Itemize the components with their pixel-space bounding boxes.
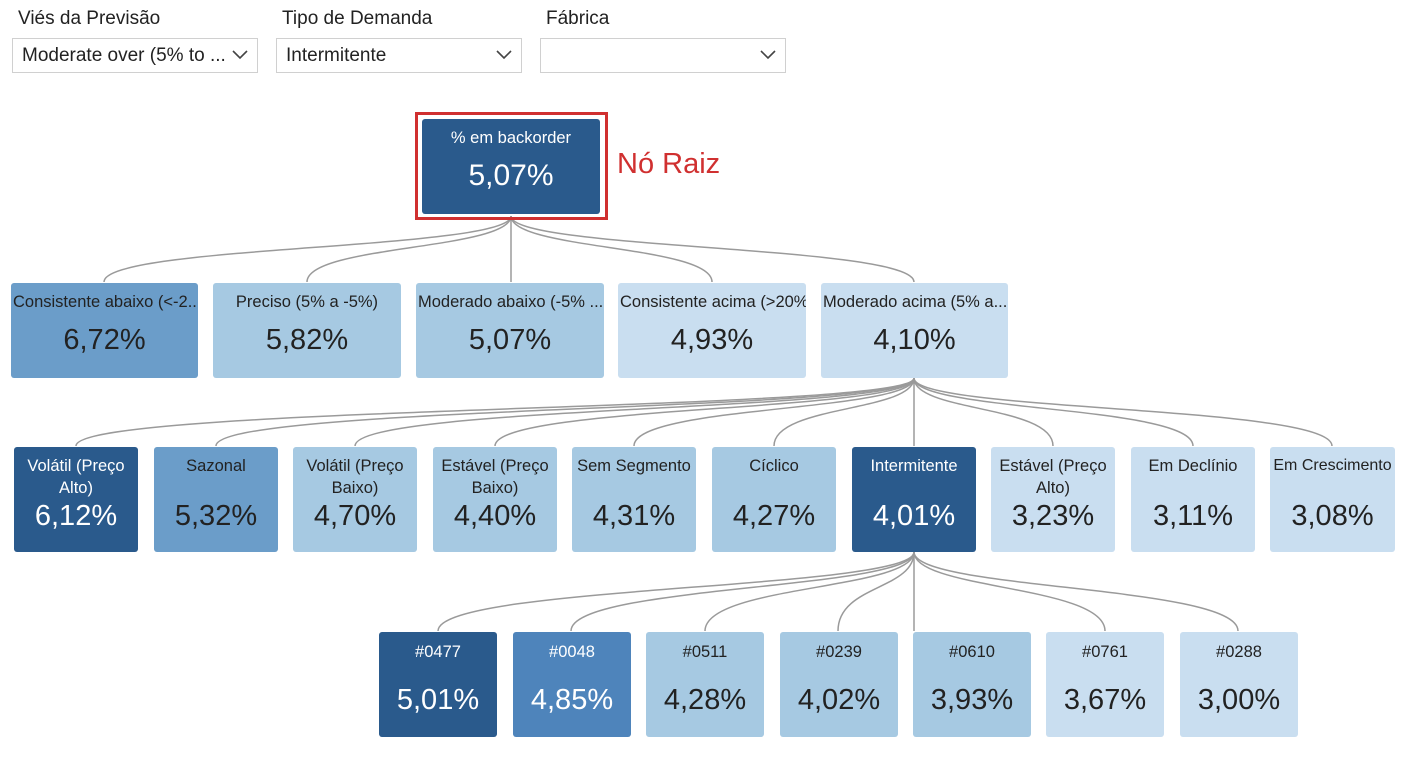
root-node-value: 5,07% xyxy=(468,159,554,192)
level3-node[interactable]: #0610 3,93% xyxy=(913,632,1031,737)
level2-node[interactable]: Cíclico 4,27% xyxy=(712,447,836,552)
node-label: #0511 xyxy=(682,643,728,661)
node-label: Preciso (5% a -5%) xyxy=(235,293,379,311)
node-label: Moderado acima (5% a... xyxy=(823,293,1008,311)
level3-node[interactable]: #0239 4,02% xyxy=(780,632,898,737)
level2-node[interactable]: Volátil (Preço Baixo) 4,70% xyxy=(293,447,417,552)
node-value: 4,10% xyxy=(873,324,956,356)
node-label: Estável (Preço Alto) xyxy=(999,457,1107,497)
level1-node[interactable]: Moderado abaixo (-5% ... 5,07% xyxy=(416,283,604,378)
filter-label-tipo: Tipo de Demanda xyxy=(282,8,433,29)
node-value: 4,28% xyxy=(663,684,747,716)
level3-node[interactable]: #0761 3,67% xyxy=(1046,632,1164,737)
node-value: 3,67% xyxy=(1063,684,1147,716)
level3-node[interactable]: #0511 4,28% xyxy=(646,632,764,737)
node-value: 4,70% xyxy=(313,500,397,532)
level2-node[interactable]: Sazonal 5,32% xyxy=(154,447,278,552)
vies-dropdown[interactable]: Moderate over (5% to ... xyxy=(12,38,258,73)
level3-node[interactable]: #0288 3,00% xyxy=(1180,632,1298,737)
node-label: Intermitente xyxy=(870,457,958,475)
node-label: #0239 xyxy=(816,643,862,661)
level2-node[interactable]: Estável (Preço Baixo) 4,40% xyxy=(433,447,557,552)
node-label: Em Declínio xyxy=(1148,457,1238,475)
node-value: 3,00% xyxy=(1197,684,1281,716)
level1-node[interactable]: Consistente abaixo (<-2... 6,72% xyxy=(11,283,198,378)
node-value: 4,31% xyxy=(592,500,676,532)
node-value: 5,01% xyxy=(396,684,480,716)
node-label: Em Crescimento xyxy=(1273,457,1392,474)
node-label: #0610 xyxy=(949,643,995,661)
tipo-dropdown[interactable]: Intermitente xyxy=(276,38,522,73)
chevron-down-icon xyxy=(760,50,776,60)
level2-node[interactable]: Em Crescimento 3,08% xyxy=(1270,447,1395,552)
node-value: 5,07% xyxy=(468,324,552,356)
level1-node-selected[interactable]: Moderado acima (5% a... 4,10% xyxy=(821,283,1008,378)
node-value: 4,93% xyxy=(670,324,754,356)
node-value: 4,02% xyxy=(797,684,881,716)
node-value: 6,72% xyxy=(63,324,146,356)
root-node-label: % em backorder xyxy=(450,129,572,147)
filter-label-fabrica: Fábrica xyxy=(546,8,610,29)
node-value: 5,82% xyxy=(265,324,349,356)
node-label: #0048 xyxy=(549,643,595,661)
filter-label-vies: Viés da Previsão xyxy=(18,8,161,29)
level2-node[interactable]: Sem Segmento 4,31% xyxy=(572,447,696,552)
node-value: 4,27% xyxy=(732,500,816,532)
node-value: 3,11% xyxy=(1152,500,1234,532)
node-value: 5,32% xyxy=(174,500,258,532)
level2-node[interactable]: Em Declínio 3,11% xyxy=(1131,447,1255,552)
node-value: 4,85% xyxy=(530,684,614,716)
node-value: 3,93% xyxy=(930,684,1014,716)
node-label: Sazonal xyxy=(186,457,246,475)
node-label: Cíclico xyxy=(749,457,799,475)
node-value: 4,40% xyxy=(453,500,537,532)
level1-node[interactable]: Consistente acima (>20%) 4,93% xyxy=(618,283,806,378)
node-value: 4,01% xyxy=(872,500,956,532)
level3-node[interactable]: #0477 5,01% xyxy=(379,632,497,737)
node-label: Consistente abaixo (<-2... xyxy=(13,293,198,311)
vies-dropdown-value: Moderate over (5% to ... xyxy=(22,45,226,66)
level3-node[interactable]: #0048 4,85% xyxy=(513,632,631,737)
node-label: Consistente acima (>20%) xyxy=(620,293,806,311)
chevron-down-icon xyxy=(232,50,248,60)
node-label: Volátil (Preço Baixo) xyxy=(306,457,404,497)
fabrica-dropdown[interactable] xyxy=(540,38,786,73)
node-label: Sem Segmento xyxy=(577,457,691,475)
node-value: 3,23% xyxy=(1011,500,1095,532)
root-node[interactable]: % em backorder 5,07% xyxy=(422,119,600,214)
tipo-dropdown-value: Intermitente xyxy=(286,45,387,66)
node-label: #0761 xyxy=(1082,643,1128,661)
node-value: 6,12% xyxy=(34,500,118,532)
level2-node-selected[interactable]: Intermitente 4,01% xyxy=(852,447,976,552)
node-label: #0288 xyxy=(1216,643,1262,661)
node-value: 3,08% xyxy=(1291,500,1374,532)
root-highlight-frame xyxy=(415,112,608,220)
level1-node[interactable]: Preciso (5% a -5%) 5,82% xyxy=(213,283,401,378)
node-label: Moderado abaixo (-5% ... xyxy=(418,293,604,311)
level2-node[interactable]: Volátil (Preço Alto) 6,12% xyxy=(14,447,138,552)
node-label: #0477 xyxy=(415,643,461,661)
node-label: Volátil (Preço Alto) xyxy=(27,457,125,497)
level2-node[interactable]: Estável (Preço Alto) 3,23% xyxy=(991,447,1115,552)
chevron-down-icon xyxy=(496,50,512,60)
root-annotation: Nó Raiz xyxy=(617,148,721,180)
node-label: Estável (Preço Baixo) xyxy=(441,457,549,497)
